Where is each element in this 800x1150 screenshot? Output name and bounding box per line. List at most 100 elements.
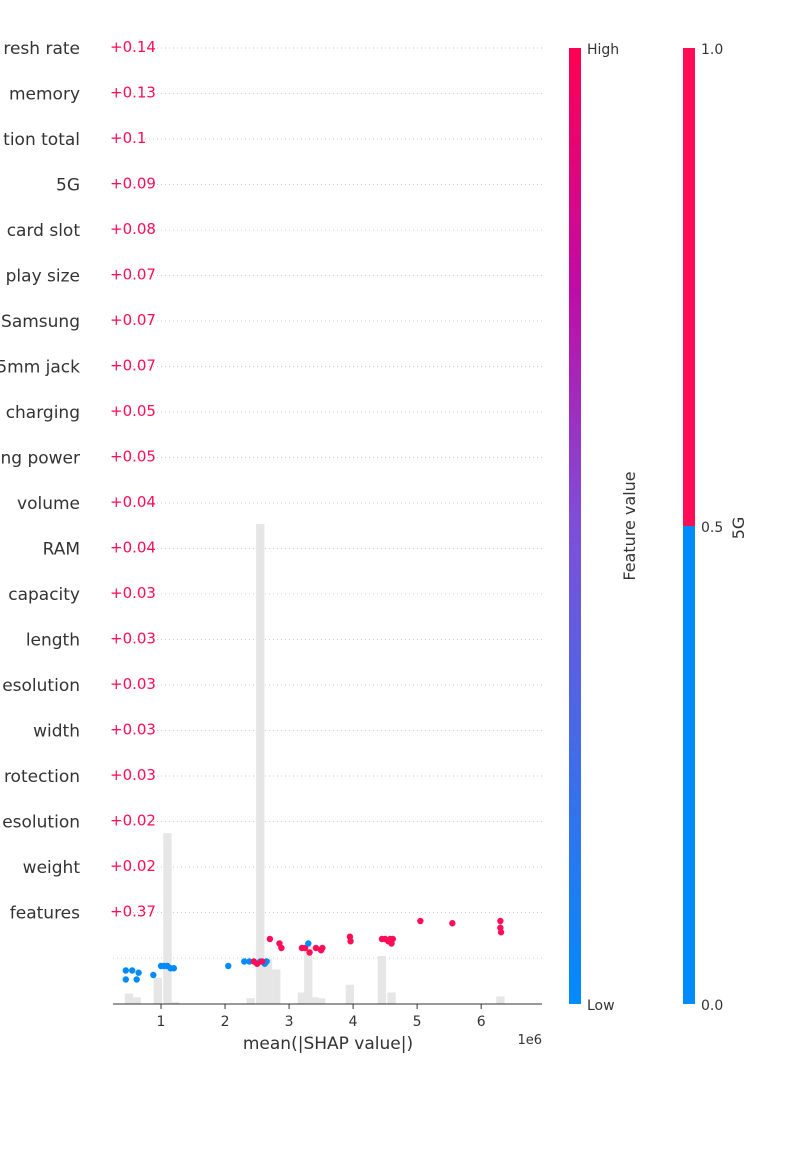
feature-value-colorbar: High Low Feature value (569, 42, 639, 1014)
feature-value-label: +0.03 (110, 675, 156, 693)
feature-value-label: +0.07 (110, 266, 156, 284)
feature-name-label: Samsung (1, 312, 80, 332)
histogram-bar (272, 969, 281, 1004)
feature-value-label: +0.37 (110, 903, 156, 921)
histogram-bar (345, 984, 355, 1004)
feature-name-label: ng power (0, 449, 80, 469)
feature-name-label: memory (9, 85, 80, 105)
x-offset-label: 1e6 (517, 1033, 542, 1048)
scatter-point (278, 944, 285, 952)
grid-lines (113, 47, 542, 959)
histogram-bar (246, 998, 255, 1004)
scatter-point (306, 949, 313, 956)
histogram-bar (297, 992, 307, 1004)
histogram-bar (256, 524, 265, 1004)
scatter-point (150, 971, 157, 979)
feature-value-label: +0.03 (110, 766, 156, 784)
feature-name-label: esolution (2, 813, 80, 833)
histogram-bar (316, 998, 326, 1004)
feature-name-label: play size (6, 267, 80, 287)
histogram-bar (163, 833, 172, 1004)
feature-name-label: features (10, 904, 80, 924)
feature-value-label: +0.14 (110, 38, 156, 56)
histogram-bar (263, 958, 273, 1004)
x-tick-label: 4 (349, 1014, 358, 1030)
feature-name-label: width (33, 722, 80, 742)
x-axis: 1 2 3 4 5 6 mean(|SHAP value|) 1e6 (113, 1003, 542, 1054)
feature-name-label: weight (23, 858, 81, 878)
feature-name-label: RAM (43, 540, 80, 560)
x-axis-label: mean(|SHAP value|) (243, 1034, 413, 1054)
feature-value-label: +0.05 (110, 448, 156, 466)
feature-name-label: rotection (4, 767, 80, 787)
x-tick-label: 2 (221, 1014, 230, 1030)
x-tick-label: 6 (477, 1014, 486, 1030)
scatter-point (449, 920, 456, 927)
scatter-point (225, 962, 232, 970)
scatter-point (301, 944, 309, 952)
histogram-bar (496, 996, 505, 1004)
scatter-point (241, 958, 248, 965)
feature-name-label: tion total (3, 130, 80, 150)
feature-value-label: +0.03 (110, 584, 156, 602)
scatter-point (497, 917, 504, 925)
scatter-point (122, 976, 130, 983)
x-tick-label: 1 (157, 1014, 166, 1030)
feature-name-label: card slot (7, 221, 81, 241)
scatter-point (129, 967, 136, 974)
scatter-point (253, 960, 261, 967)
scatter-point (497, 929, 505, 936)
histogram-bar (304, 946, 313, 1004)
feature-value-label: +0.02 (110, 857, 156, 875)
feature-value-label: +0.13 (110, 84, 156, 102)
scatter-point (319, 944, 326, 952)
colorbar-high-label: High (587, 42, 619, 58)
scatter-point (135, 969, 142, 976)
scatter-point (122, 967, 130, 974)
x-tick-label: 3 (285, 1014, 294, 1030)
feature-value-label: +0.03 (110, 721, 156, 739)
feature-value-label: +0.02 (110, 812, 156, 830)
scatter-point (305, 940, 312, 947)
histogram-bar (310, 997, 319, 1004)
5g-colorbar-title: 5G (729, 517, 748, 540)
feature-labels: resh rate +0.14 memory +0.13 tion total +0.1 5… (0, 38, 156, 924)
5g-tick-0: 0.0 (701, 998, 723, 1014)
colorbar-low-label: Low (587, 998, 615, 1014)
scatter-point (133, 976, 140, 983)
feature-name-label: capacity (8, 585, 80, 605)
feature-name-label: length (26, 631, 80, 651)
scatter-point (266, 935, 274, 943)
feature-value-label: +0.07 (110, 357, 156, 375)
feature-value-label: +0.09 (110, 175, 156, 193)
feature-name-label: charging (6, 403, 80, 423)
feature-name-label: 5mm jack (0, 358, 80, 378)
5g-colorbar-high-segment (683, 48, 695, 526)
5g-tick-1: 1.0 (701, 42, 723, 58)
histogram-bar (132, 997, 141, 1004)
feature-value-label: +0.04 (110, 539, 156, 557)
histogram-bar (153, 978, 162, 1004)
histogram (124, 524, 505, 1004)
scatter-points (122, 917, 505, 983)
histogram-bar (377, 956, 387, 1004)
histogram-bar (170, 1002, 180, 1004)
scatter-point (389, 935, 397, 943)
feature-value-label: +0.03 (110, 630, 156, 648)
scatter-point (246, 958, 253, 965)
5g-colorbar: 1.0 0.5 0.0 5G (683, 42, 748, 1014)
colorbar-title: Feature value (620, 471, 639, 580)
feature-name-label: esolution (2, 676, 80, 696)
feature-value-label: +0.05 (110, 402, 156, 420)
feature-name-label: volume (17, 494, 80, 514)
5g-tick-05: 0.5 (701, 520, 723, 536)
x-tick-label: 5 (413, 1014, 422, 1030)
histogram-bar (124, 993, 134, 1004)
feature-name-label: resh rate (3, 39, 80, 59)
feature-value-label: +0.08 (110, 220, 156, 238)
feature-value-label: +0.07 (110, 311, 156, 329)
feature-value-label: +0.1 (110, 129, 146, 147)
feature-value-gradient (569, 48, 581, 1004)
scatter-point (258, 958, 266, 965)
